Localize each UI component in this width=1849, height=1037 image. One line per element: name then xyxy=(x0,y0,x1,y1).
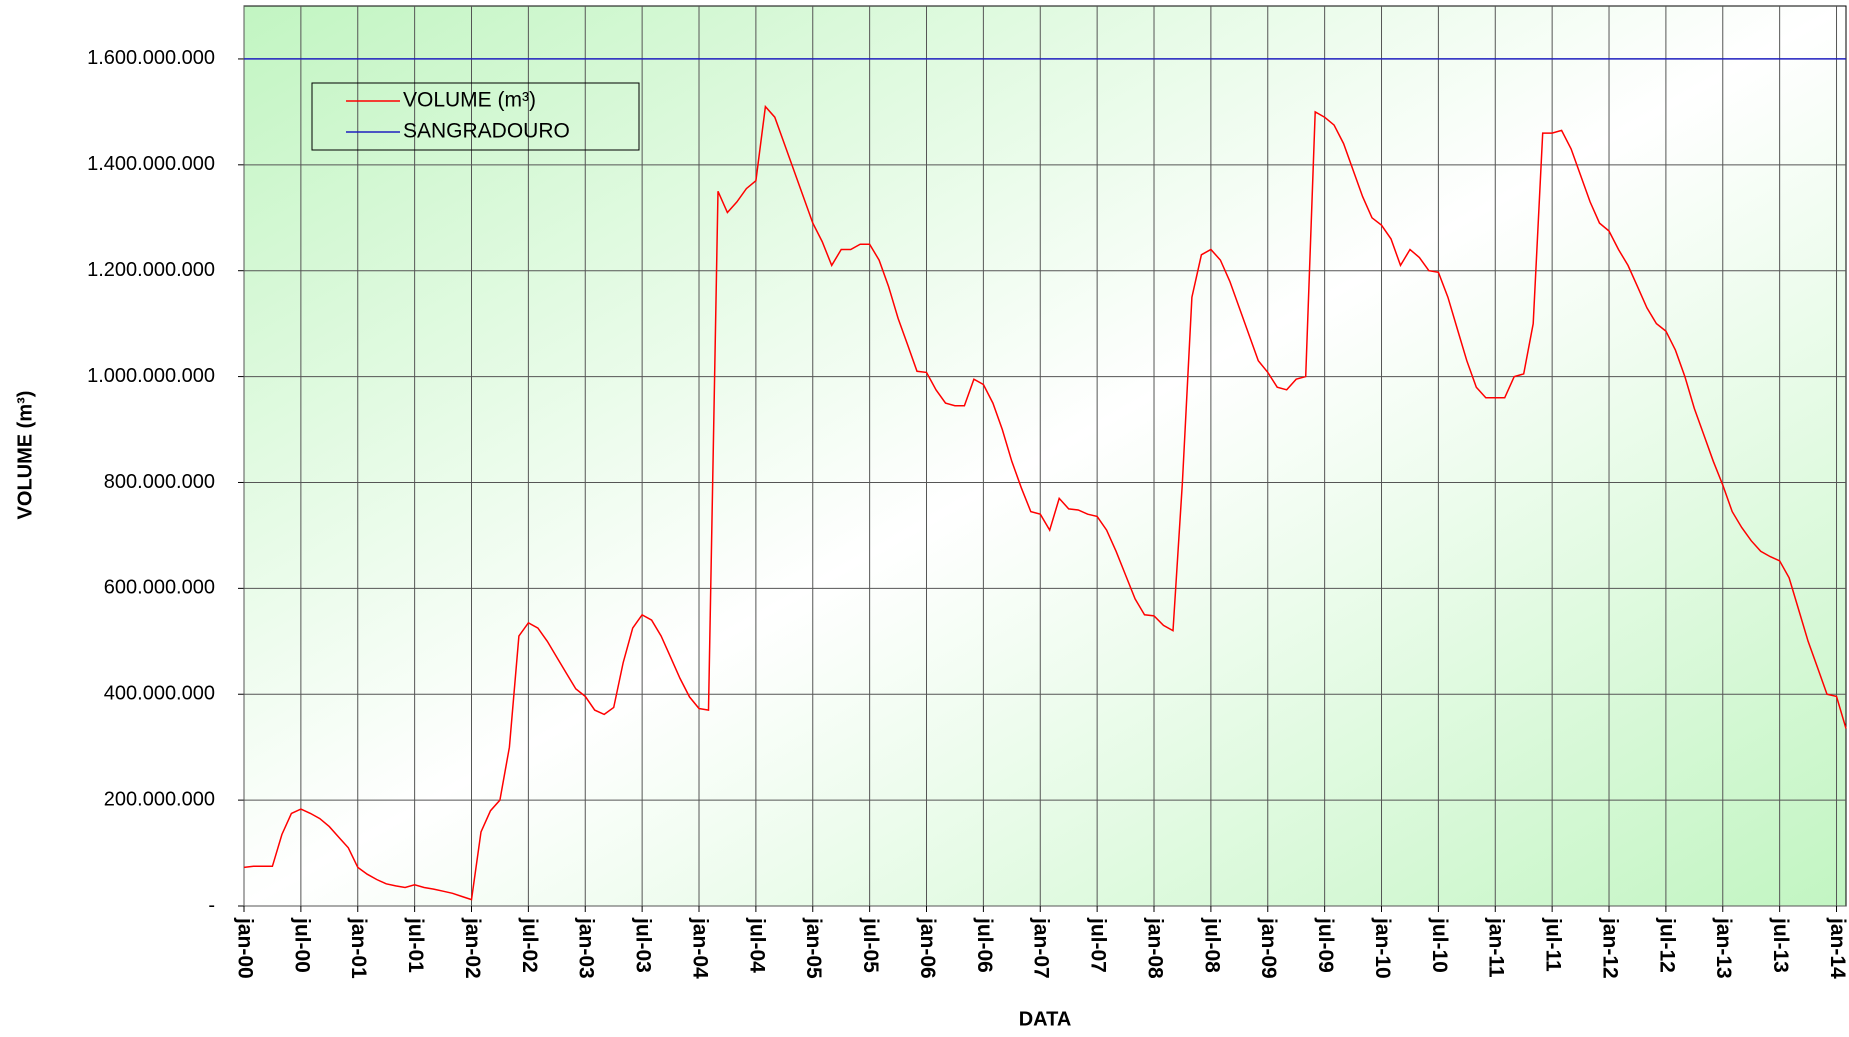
x-tick-label: jul-07 xyxy=(1087,917,1110,973)
x-tick-label: jul-12 xyxy=(1655,917,1678,973)
legend-box xyxy=(311,82,640,151)
x-tick-label: jul-06 xyxy=(973,917,996,973)
x-tick-label: jan-13 xyxy=(1712,917,1735,979)
x-tick-label: jan-12 xyxy=(1598,917,1621,979)
y-tick-label: 1.200.000.000 xyxy=(87,259,215,281)
y-tick-label: 1.600.000.000 xyxy=(87,47,215,69)
y-tick-label: - xyxy=(208,894,215,916)
x-tick-label: jan-08 xyxy=(1143,917,1166,979)
legend-label: VOLUME (m³) xyxy=(403,89,536,112)
x-tick-label: jul-10 xyxy=(1428,917,1451,973)
x-tick-label: jul-09 xyxy=(1314,917,1337,973)
x-tick-label: jul-02 xyxy=(518,917,541,973)
x-tick-label: jan-02 xyxy=(461,917,484,979)
x-tick-label: jul-11 xyxy=(1542,917,1565,972)
y-tick-label: 400.000.000 xyxy=(104,683,215,705)
x-tick-label: jul-13 xyxy=(1769,917,1792,973)
x-tick-label: jan-09 xyxy=(1257,917,1280,979)
x-tick-label: jul-01 xyxy=(404,917,427,973)
y-tick-label: 600.000.000 xyxy=(104,577,215,599)
x-tick-label: jan-10 xyxy=(1371,917,1394,979)
x-tick-label: jan-06 xyxy=(916,917,939,979)
y-tick-label: 1.400.000.000 xyxy=(87,153,215,175)
x-tick-label: jul-00 xyxy=(290,917,313,973)
x-tick-label: jan-04 xyxy=(688,917,711,979)
x-tick-label: jul-08 xyxy=(1200,917,1223,973)
legend-label: SANGRADOURO xyxy=(403,120,570,143)
plot-area xyxy=(243,5,1847,907)
x-axis-title: DATA xyxy=(1019,1008,1072,1030)
x-tick-label: jan-05 xyxy=(802,917,825,979)
x-tick-label: jan-00 xyxy=(233,917,256,979)
x-tick-label: jan-03 xyxy=(575,917,598,979)
x-tick-label: jan-01 xyxy=(347,917,370,979)
y-tick-label: 800.000.000 xyxy=(104,471,215,493)
x-tick-label: jul-03 xyxy=(632,917,655,973)
line-series xyxy=(243,104,1847,901)
x-tick-label: jan-07 xyxy=(1030,917,1053,979)
y-tick-label: 200.000.000 xyxy=(104,788,215,810)
x-tick-label: jul-05 xyxy=(859,917,882,973)
x-tick-label: jan-14 xyxy=(1826,917,1849,979)
y-tick-label: 1.000.000.000 xyxy=(87,365,215,387)
y-axis-title: VOLUME (m³) xyxy=(14,391,36,520)
x-tick-label: jan-11 xyxy=(1485,917,1508,978)
x-tick-label: jul-04 xyxy=(745,917,768,973)
